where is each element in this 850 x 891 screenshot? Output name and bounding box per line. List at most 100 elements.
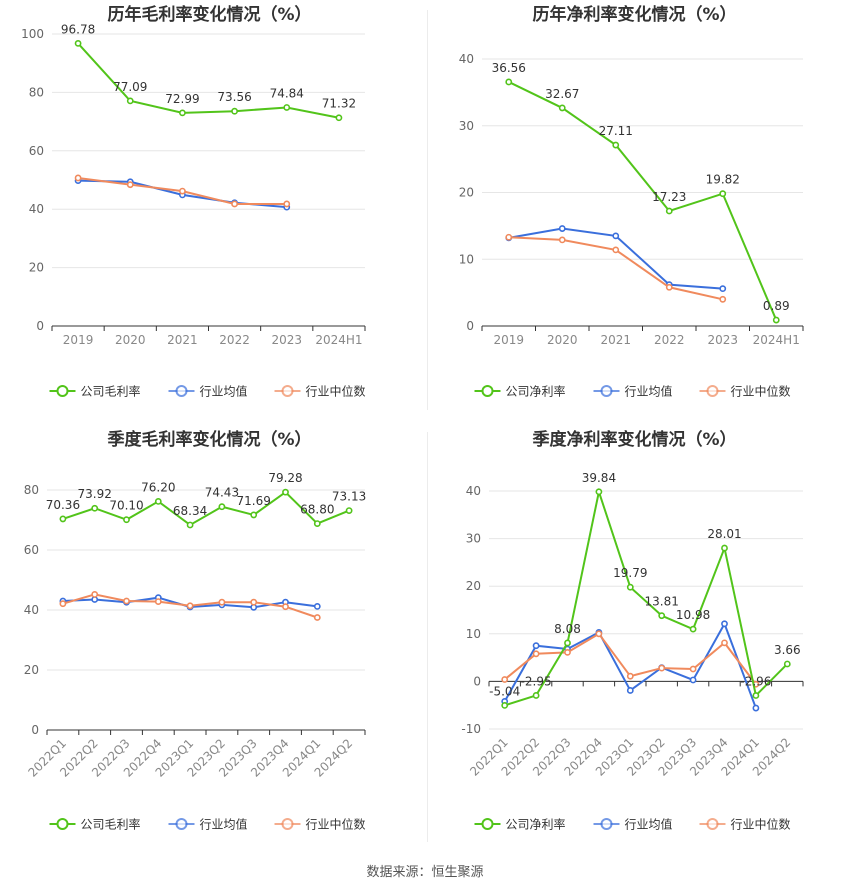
series-line-avg xyxy=(503,621,757,709)
x-tick-label: 2023 xyxy=(271,333,302,347)
y-tick-label: 30 xyxy=(466,532,481,546)
vertical-divider xyxy=(427,432,428,842)
data-label: -5.04 xyxy=(489,684,520,698)
legend-item-company: 公司净利率 xyxy=(474,817,566,832)
legend-item-median: 行业中位数 xyxy=(699,384,791,399)
x-tick-label: 2020 xyxy=(115,333,146,347)
data-label: 8.08 xyxy=(554,622,581,636)
y-tick-label: 40 xyxy=(459,52,474,66)
data-point-company xyxy=(612,141,620,149)
y-tick-label: 60 xyxy=(24,543,39,557)
data-point-median xyxy=(59,600,67,608)
series-line-company xyxy=(504,487,789,707)
data-label: 27.11 xyxy=(599,124,633,138)
legend-item-company: 公司毛利率 xyxy=(49,817,141,832)
data-point-company xyxy=(558,104,566,112)
y-tick-label: 20 xyxy=(29,261,44,275)
legend-swatch-marker xyxy=(56,385,69,397)
data-label: 32.67 xyxy=(545,87,579,101)
data-point-company xyxy=(126,97,134,105)
chart-svg: 历年净利率变化情况（%） 0 10 20 30 40 2019 2020 2021 2022 202… xyxy=(459,4,804,399)
legend-swatch-marker xyxy=(600,385,613,397)
data-point-median xyxy=(532,650,540,658)
data-point-avg xyxy=(558,225,566,232)
data-point-company xyxy=(123,516,130,524)
data-point-company xyxy=(250,511,258,519)
data-point-company xyxy=(154,498,162,505)
data-point-median xyxy=(658,664,666,672)
legend-label: 行业均值 xyxy=(200,384,248,399)
data-source-note: 数据来源：恒生聚源 xyxy=(366,865,484,880)
legend-label: 行业均值 xyxy=(625,384,673,399)
data-label: 71.32 xyxy=(322,97,356,111)
data-point-company xyxy=(772,316,780,324)
chart-panel-quarterly-gross-margin: 季度毛利率变化情况（%） 0 20 40 60 80 2022Q1 2022Q2 2022Q3 2… xyxy=(0,425,425,855)
legend-label: 公司净利率 xyxy=(506,817,566,832)
data-point-company xyxy=(91,504,99,512)
data-point-avg xyxy=(313,602,321,610)
data-point-avg xyxy=(721,620,728,628)
data-label: 73.56 xyxy=(217,90,251,104)
series-line-company xyxy=(77,42,340,119)
chart-panel-annual-net-margin: 历年净利率变化情况（%） 0 10 20 30 40 2019 2020 2021 2022 202… xyxy=(425,0,850,410)
x-tick-label: 2022 xyxy=(654,333,685,347)
y-tick-label: 10 xyxy=(459,252,474,266)
legend-label: 行业中位数 xyxy=(306,384,366,399)
y-tick-label: 100 xyxy=(21,27,44,41)
legend-swatch-marker xyxy=(600,818,613,830)
legend-label: 行业中位数 xyxy=(306,817,366,832)
x-tick-label: 2023 xyxy=(707,333,738,347)
x-tick-label: 2021 xyxy=(600,333,631,347)
data-point-median xyxy=(558,236,566,244)
data-point-company xyxy=(783,660,791,668)
vertical-divider xyxy=(427,10,428,410)
x-tick-label: 2020 xyxy=(547,333,578,347)
data-point-company xyxy=(658,612,666,620)
data-point-median xyxy=(250,598,258,606)
legend-item-avg: 行业均值 xyxy=(593,817,673,832)
data-label: 36.56 xyxy=(492,61,526,75)
data-label: -2.96 xyxy=(740,674,771,688)
legend-label: 行业均值 xyxy=(200,817,248,832)
x-tick-label: 2024H1 xyxy=(315,333,362,347)
data-point-avg xyxy=(612,232,620,240)
data-label: 68.80 xyxy=(300,503,334,517)
chart-svg: 季度净利率变化情况（%）-100102030402022Q12022Q22022… xyxy=(461,429,804,832)
legend-label: 公司净利率 xyxy=(506,384,566,399)
data-label: 71.69 xyxy=(237,494,271,508)
data-point-company xyxy=(283,104,291,111)
data-label: 19.82 xyxy=(706,173,740,187)
data-point-company xyxy=(501,701,509,709)
data-label: 73.92 xyxy=(78,487,112,501)
legend-item-median: 行业中位数 xyxy=(699,817,791,832)
data-label: 74.43 xyxy=(205,486,239,500)
data-label: 39.84 xyxy=(582,471,616,485)
legend-item-company: 公司净利率 xyxy=(474,384,566,399)
data-label: 3.66 xyxy=(774,643,801,657)
data-point-company xyxy=(752,692,760,699)
y-tick-label: 0 xyxy=(31,723,39,737)
chart-panel-annual-gross-margin: 历年毛利率变化情况（%） 0 20 40 60 80 100 2019 2020 2021 2022… xyxy=(0,0,425,410)
data-point-median xyxy=(74,174,82,182)
y-tick-label: 0 xyxy=(473,674,481,688)
y-tick-label: -10 xyxy=(461,722,481,736)
chart-title: 季度毛利率变化情况（%） xyxy=(107,429,311,450)
y-tick-label: 60 xyxy=(29,144,44,158)
data-label: 13.81 xyxy=(645,595,679,609)
data-point-company xyxy=(335,114,343,122)
y-tick-label: 80 xyxy=(29,85,44,99)
data-point-avg xyxy=(532,642,540,650)
chart-title: 历年净利率变化情况（%） xyxy=(532,4,736,25)
y-tick-label: 0 xyxy=(36,319,44,333)
chart-title: 季度净利率变化情况（%） xyxy=(532,429,736,450)
data-point-company xyxy=(564,639,571,647)
legend-swatch-marker xyxy=(281,385,294,397)
data-point-median xyxy=(123,597,130,605)
data-label: -2.95 xyxy=(521,674,552,688)
x-tick-label: 2019 xyxy=(63,333,94,347)
data-label: 70.10 xyxy=(109,499,143,513)
data-point-company xyxy=(721,544,728,552)
data-point-company xyxy=(186,521,194,529)
data-point-median xyxy=(595,630,603,638)
data-point-median xyxy=(564,648,571,656)
